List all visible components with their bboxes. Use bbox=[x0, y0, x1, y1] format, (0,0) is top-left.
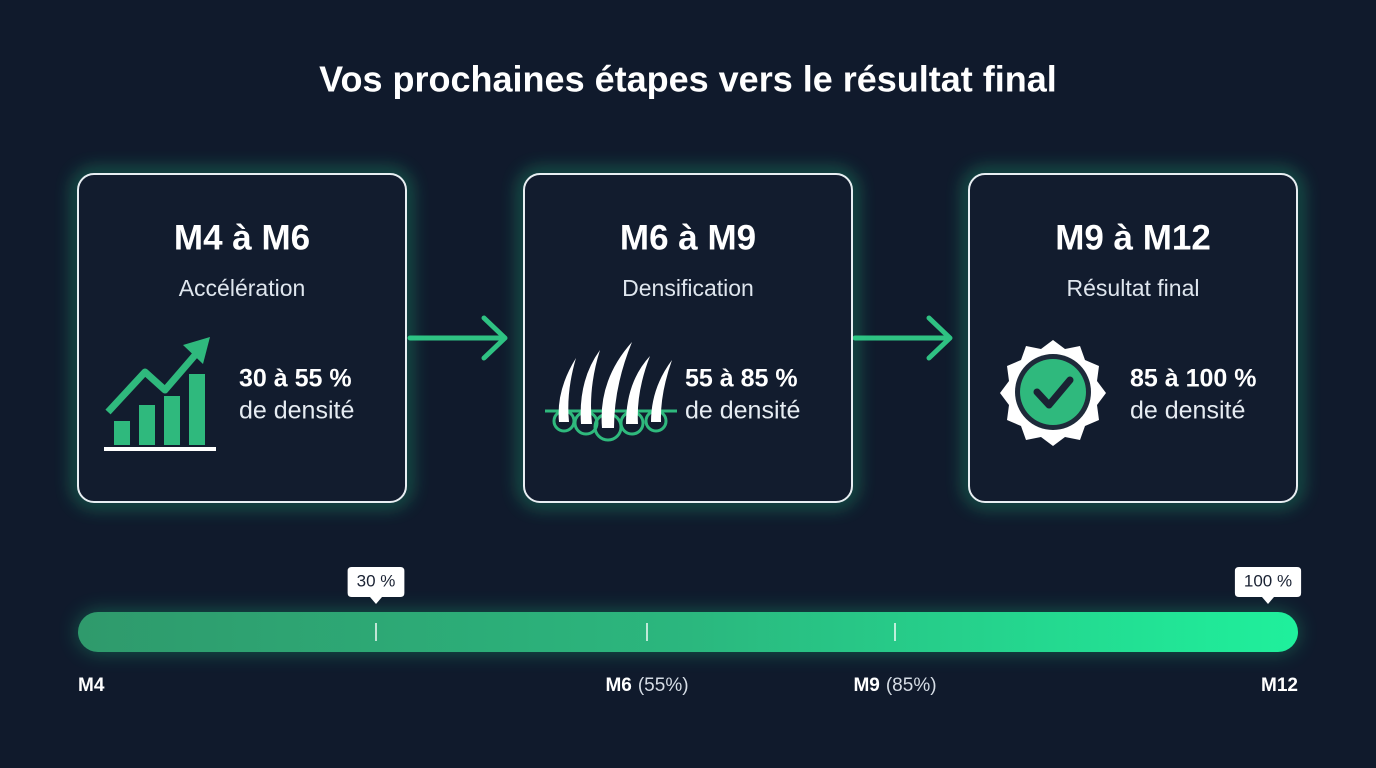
card-density: 30 à 55 % bbox=[239, 365, 352, 393]
card: M9 à M12 Résultat final 85 à 100 % de densi… bbox=[965, 170, 1301, 506]
card-range: M6 à M9 bbox=[620, 218, 756, 257]
card-phase: Accélération bbox=[179, 275, 306, 301]
timeline-ticks bbox=[375, 623, 896, 641]
callout-box bbox=[1234, 567, 1302, 604]
callout: 100 % bbox=[1234, 567, 1302, 604]
title: Vos prochaines étapes vers le résultat f… bbox=[319, 59, 1057, 100]
callout-label: 30 % bbox=[357, 571, 396, 590]
timeline-bar bbox=[78, 612, 1298, 652]
callout-label: 100 % bbox=[1244, 571, 1292, 590]
card: M6 à M9 Densification 55 à 85 % de densité bbox=[520, 170, 856, 506]
callout-box bbox=[347, 567, 405, 604]
card-density-suffix: de densité bbox=[239, 397, 354, 425]
card: M4 à M6 Accélération 30 à 55 % de densité bbox=[74, 170, 410, 506]
card-range: M9 à M12 bbox=[1055, 218, 1211, 257]
timeline-label: M4 bbox=[78, 675, 105, 696]
timeline-label: M6 (55%) bbox=[605, 675, 688, 696]
timeline-label-main: M4 bbox=[78, 675, 105, 696]
timeline-label-detail: (55%) bbox=[638, 675, 689, 696]
hair-icon bbox=[545, 342, 677, 442]
growth-icon bbox=[104, 337, 216, 451]
card-box bbox=[77, 173, 407, 503]
check-badge-icon bbox=[1000, 340, 1106, 446]
timeline-label: M12 bbox=[1261, 675, 1298, 696]
card-range: M4 à M6 bbox=[174, 218, 310, 257]
card-density: 85 à 100 % bbox=[1130, 365, 1257, 393]
card-density-suffix: de densité bbox=[685, 397, 800, 425]
card-density-suffix: de densité bbox=[1130, 397, 1245, 425]
card-phase: Résultat final bbox=[1067, 275, 1200, 301]
card-density: 55 à 85 % bbox=[685, 365, 798, 393]
timeline-label: M9 (85%) bbox=[853, 675, 936, 696]
timeline-label-detail: (85%) bbox=[886, 675, 937, 696]
arrows bbox=[407, 315, 953, 361]
timeline-label-main: M6 bbox=[605, 675, 631, 696]
timeline-label-main: M12 bbox=[1261, 675, 1298, 696]
timeline-label-main: M9 bbox=[853, 675, 879, 696]
timeline-labels: 30 % 100 % M4 M6 (55%) M9 (85%) M12 bbox=[78, 567, 1302, 696]
arrow bbox=[852, 315, 953, 361]
arrow bbox=[407, 315, 508, 361]
callout: 30 % bbox=[347, 567, 405, 604]
card-phase: Densification bbox=[622, 275, 754, 301]
